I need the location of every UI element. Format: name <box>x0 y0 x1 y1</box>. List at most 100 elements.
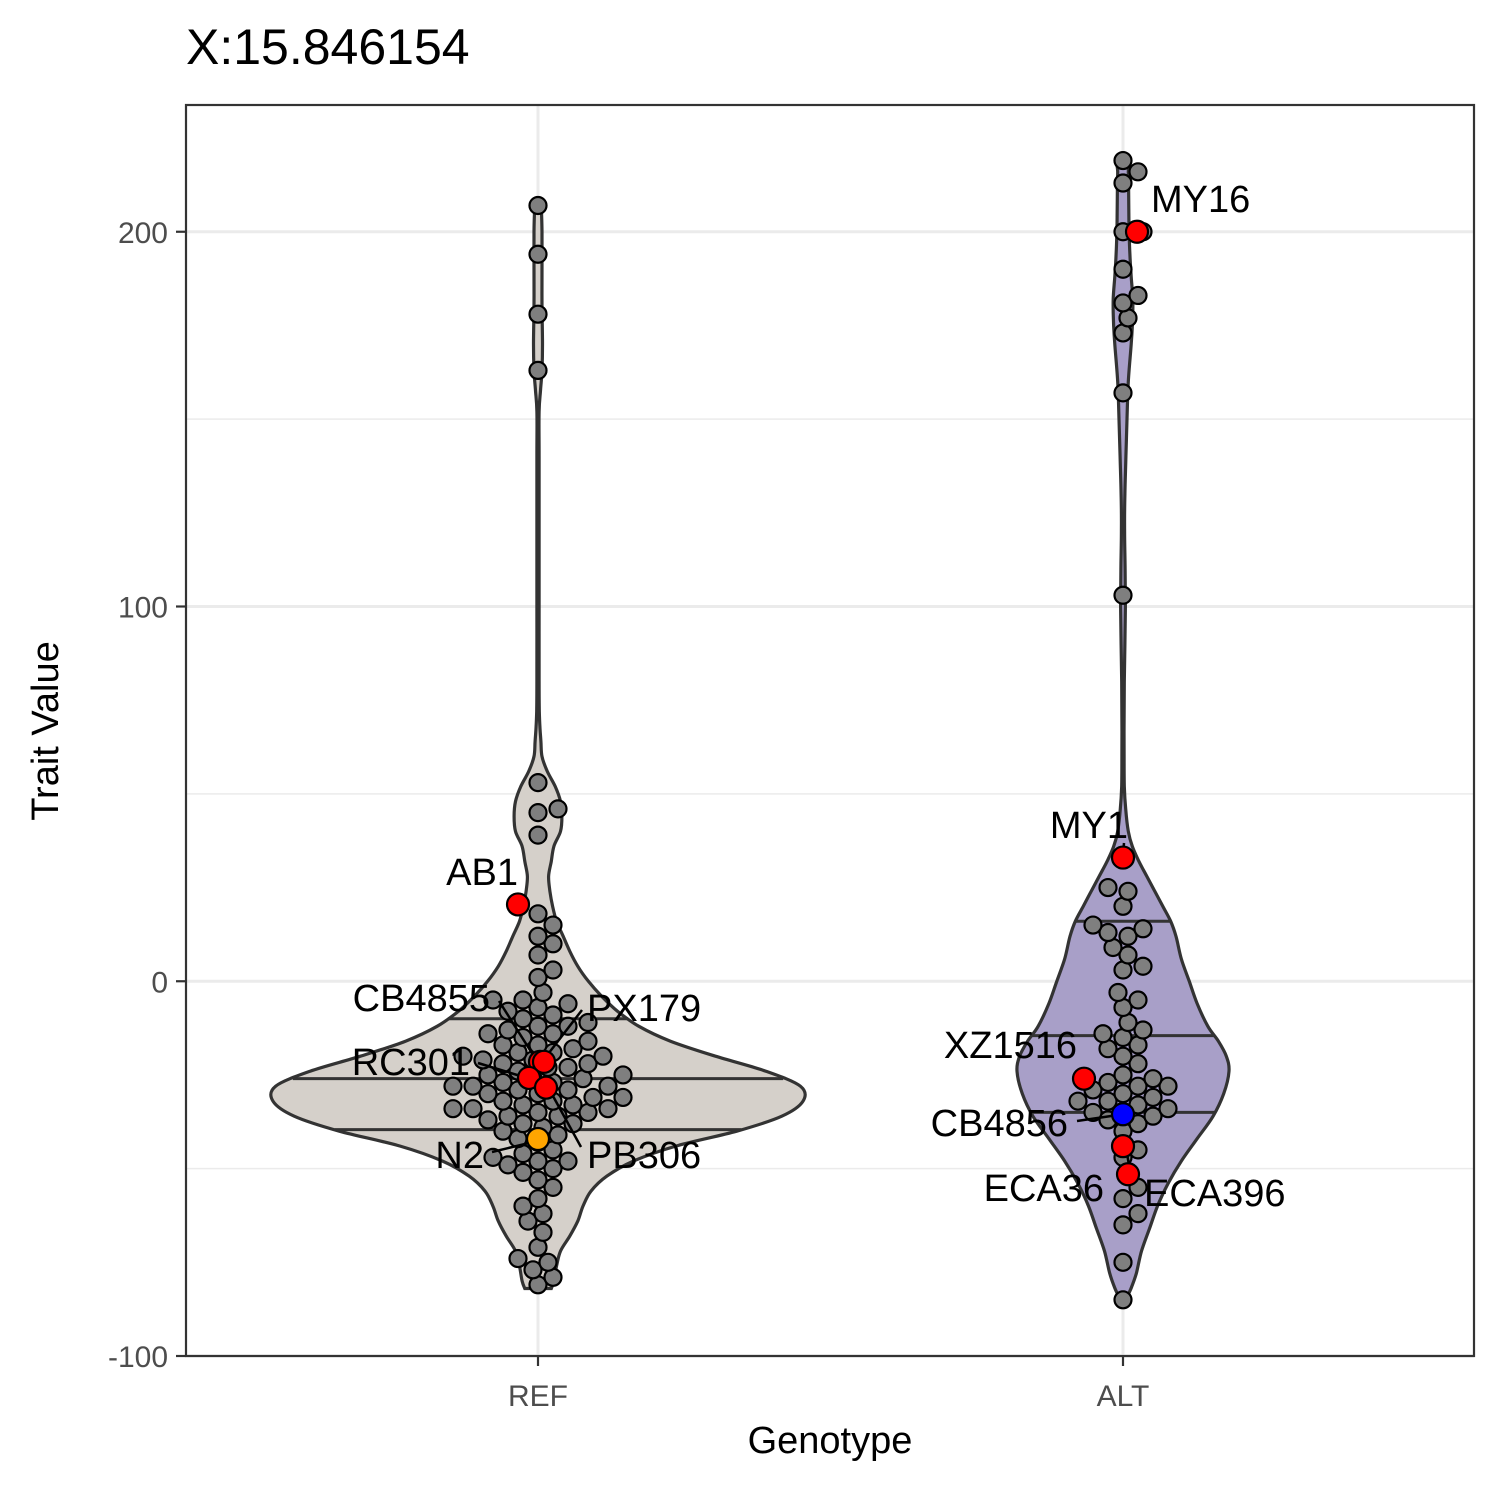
data-point-ref <box>598 1099 618 1119</box>
data-point-alt <box>1083 1102 1103 1123</box>
data-point-ref <box>508 1248 528 1269</box>
data-point-ref <box>533 1222 553 1242</box>
data-point-ref <box>543 1159 563 1179</box>
data-point-alt <box>1113 585 1133 605</box>
data-point-alt <box>1113 1215 1133 1235</box>
data-point-ref <box>453 1046 473 1066</box>
y-tick-label: -100 <box>108 1341 168 1374</box>
data-point-alt <box>1113 1046 1133 1066</box>
data-point-alt <box>1128 1054 1148 1074</box>
highlight-point-eca396 <box>1115 1162 1141 1187</box>
data-point-ref <box>548 1125 568 1145</box>
data-point-alt <box>1143 1069 1163 1089</box>
data-point-ref <box>528 195 548 216</box>
data-point-ref <box>543 934 563 954</box>
data-point-ref <box>578 1031 598 1051</box>
highlight-point-my1 <box>1110 845 1136 870</box>
y-tick-label: 200 <box>118 217 168 250</box>
highlight-point-pb306 <box>533 1075 559 1100</box>
data-point-alt <box>1118 945 1138 965</box>
data-point-alt <box>1113 1189 1133 1209</box>
data-point-ref <box>528 773 548 793</box>
highlight-point-cb4856 <box>1110 1102 1136 1127</box>
data-point-ref <box>528 825 548 845</box>
label-leader-line <box>497 1000 537 1059</box>
data-point-ref <box>583 1087 603 1108</box>
point-label-rc301: RC301 <box>352 1042 470 1084</box>
label-leader-line <box>544 1009 583 1059</box>
data-point-ref <box>548 799 568 819</box>
y-tick-label: 100 <box>118 592 168 625</box>
data-point-ref <box>578 1054 598 1074</box>
data-point-alt <box>1113 1290 1133 1310</box>
data-point-alt <box>1128 1203 1148 1224</box>
data-point-ref <box>613 1087 633 1108</box>
point-label-my16: MY16 <box>1151 179 1250 221</box>
data-point-ref <box>543 960 563 980</box>
data-point-ref <box>528 1151 548 1171</box>
point-label-n2: N2 <box>435 1135 484 1177</box>
data-point-ref <box>483 990 503 1010</box>
data-point-ref <box>563 1039 583 1059</box>
data-point-ref <box>543 1177 563 1197</box>
data-point-alt <box>1113 173 1133 193</box>
data-point-alt <box>1133 1020 1153 1040</box>
chart-title: X:15.846154 <box>186 19 470 75</box>
data-point-alt <box>1068 1091 1088 1111</box>
data-point-ref <box>513 1162 533 1182</box>
data-point-alt <box>1158 1099 1178 1119</box>
data-point-ref <box>528 1016 548 1036</box>
highlight-point-px179 <box>531 1049 557 1074</box>
point-label-cb4856: CB4856 <box>931 1103 1068 1145</box>
data-point-ref <box>558 994 578 1014</box>
highlight-point-ab1 <box>505 892 531 917</box>
data-point-alt <box>1128 285 1148 306</box>
data-point-alt <box>1098 922 1118 943</box>
label-leader-line <box>491 1140 534 1154</box>
data-point-ref <box>493 1054 513 1074</box>
data-point-ref <box>593 1046 613 1066</box>
data-point-alt <box>1093 1024 1113 1044</box>
data-point-alt <box>1108 982 1128 1003</box>
panel-border <box>184 103 1476 1358</box>
data-point-ref <box>443 1099 463 1119</box>
data-point-ref <box>528 945 548 965</box>
data-point-alt <box>1113 1084 1133 1104</box>
data-point-ref <box>513 1114 533 1134</box>
data-point-ref <box>463 1099 483 1119</box>
data-point-alt <box>1113 293 1133 313</box>
data-point-ref <box>498 1155 518 1175</box>
data-point-alt <box>1098 1091 1118 1111</box>
x-tick-label: ALT <box>1097 1380 1150 1413</box>
data-point-ref <box>538 1252 558 1272</box>
plot-area: AB1 CB4855 PX179 RC301 PB306 N2 MY16 MY1 XZ1516 C… <box>108 103 1476 1413</box>
data-point-ref <box>493 1091 513 1111</box>
data-point-ref <box>613 1065 633 1085</box>
x-tick-label: REF <box>508 1380 568 1413</box>
data-point-ref <box>578 1012 598 1033</box>
data-point-alt <box>1143 1106 1163 1126</box>
data-point-alt <box>1113 1252 1133 1272</box>
point-label-my1: MY1 <box>1050 805 1128 847</box>
data-point-ref <box>558 1151 578 1171</box>
data-point-ref <box>443 1076 463 1096</box>
data-point-ref <box>598 1076 618 1096</box>
point-label-eca36: ECA36 <box>984 1168 1104 1210</box>
data-point-alt <box>1133 956 1153 976</box>
data-point-alt <box>1113 259 1133 279</box>
data-point-ref <box>478 1110 498 1130</box>
data-point-ref <box>483 1147 503 1167</box>
data-point-ref <box>543 1005 563 1025</box>
data-point-ref <box>513 1196 533 1216</box>
data-point-alt <box>1098 877 1118 898</box>
y-tick-label: 0 <box>151 966 168 999</box>
data-point-ref <box>528 926 548 946</box>
data-point-ref <box>528 1189 548 1209</box>
x-axis-title: Genotype <box>748 1420 913 1462</box>
data-point-ref <box>528 1170 548 1190</box>
data-point-ref <box>528 244 548 264</box>
data-point-ref <box>513 990 533 1010</box>
data-point-alt <box>1143 1087 1163 1108</box>
